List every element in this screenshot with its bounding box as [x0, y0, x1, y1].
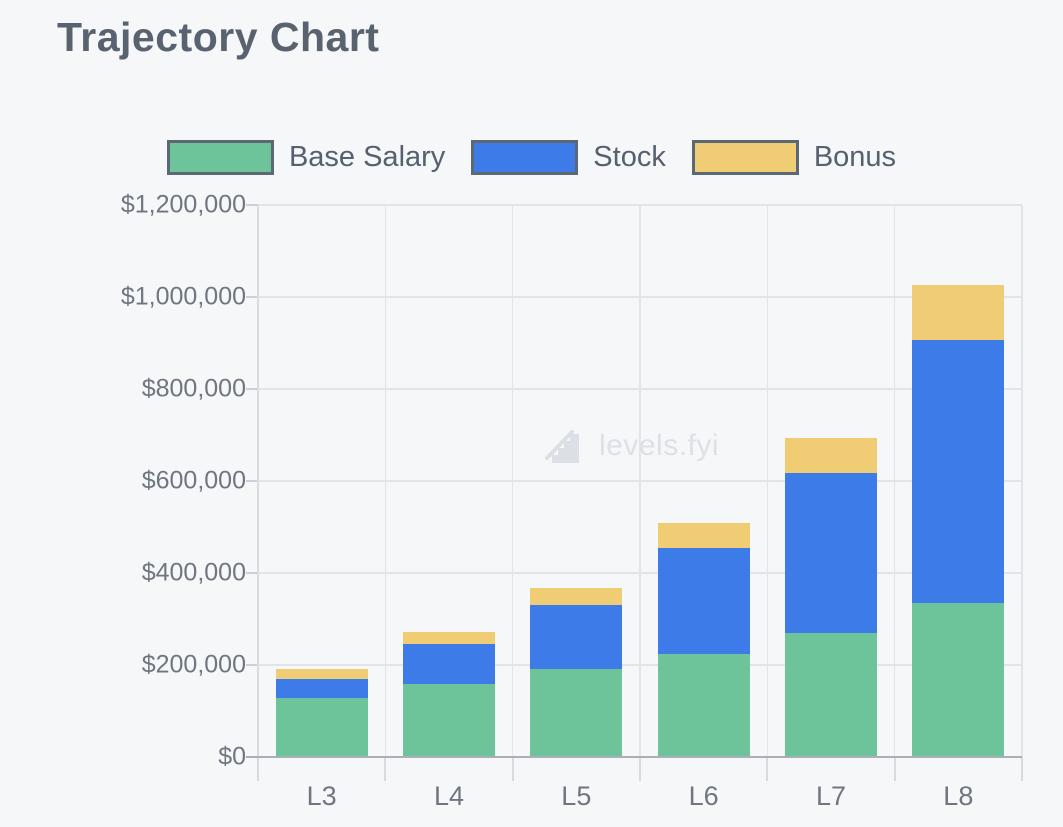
- gridline-v-1: [384, 205, 387, 757]
- x-axis-label-l5: L5: [561, 781, 592, 811]
- gridline-v-4: [766, 205, 769, 757]
- x-axis-label-l7: L7: [815, 781, 847, 811]
- gridline-v-3: [639, 205, 641, 757]
- y-tick-mark: [246, 204, 258, 206]
- legend-item-stock[interactable]: Stock: [471, 140, 666, 175]
- y-axis-label-800000: $800,000: [141, 374, 246, 403]
- x-tick-mark: [384, 757, 387, 781]
- legend-item-bonus[interactable]: Bonus: [691, 140, 897, 175]
- bar-l7: [785, 205, 877, 757]
- y-tick-mark: [246, 296, 258, 298]
- gridline-v-6: [1021, 205, 1023, 757]
- y-axis-label-200000: $200,000: [141, 650, 246, 679]
- gridline-v-5: [893, 205, 896, 757]
- bar-segment-stock-l5[interactable]: [530, 604, 623, 669]
- bar-segment-bonus-l4[interactable]: [403, 632, 495, 645]
- y-axis-label-600000: $600,000: [141, 466, 246, 495]
- x-tick-mark: [1021, 757, 1023, 781]
- x-tick-mark: [257, 757, 259, 781]
- bar-segment-stock-l4[interactable]: [403, 644, 495, 685]
- bar-segment-base-salary-l8[interactable]: [912, 603, 1005, 757]
- bar-segment-bonus-l7[interactable]: [785, 438, 877, 474]
- legend-swatch: [166, 140, 274, 175]
- chart-legend: Base Salary Stock Bonus: [0, 140, 1063, 175]
- bar-l4: [403, 205, 495, 757]
- x-axis-label-l6: L6: [688, 781, 719, 811]
- legend-swatch: [471, 140, 579, 175]
- x-tick-mark: [511, 757, 514, 781]
- bar-segment-base-salary-l7[interactable]: [785, 633, 877, 757]
- bar-l3: [275, 205, 368, 757]
- bar-segment-bonus-l6[interactable]: [657, 523, 750, 548]
- bar-l5: [530, 205, 623, 757]
- x-axis-label-l4: L4: [433, 781, 465, 811]
- y-axis-labels: $0 $200,000 $400,000 $600,000 $800,000 $1,000…: [0, 191, 246, 771]
- y-axis-line: [257, 205, 259, 757]
- gridline-v-2: [511, 205, 514, 757]
- legend-swatch: [691, 140, 799, 175]
- bar-segment-base-salary-l5[interactable]: [530, 668, 623, 757]
- page-title: Trajectory Chart: [57, 14, 380, 60]
- x-axis-baseline: [246, 756, 1022, 758]
- y-axis-label-400000: $400,000: [141, 558, 246, 587]
- x-tick-mark: [766, 757, 769, 781]
- bar-l6: [657, 205, 750, 757]
- legend-label: Stock: [593, 141, 666, 173]
- bar-segment-base-salary-l3[interactable]: [275, 698, 368, 757]
- bar-segment-stock-l3[interactable]: [275, 679, 368, 699]
- y-tick-mark: [246, 480, 258, 482]
- legend-label: Bonus: [813, 141, 897, 173]
- y-tick-mark: [246, 664, 258, 666]
- y-axis-label-0: $0: [218, 742, 246, 771]
- bar-segment-bonus-l5[interactable]: [530, 588, 623, 605]
- bar-segment-stock-l6[interactable]: [657, 547, 750, 654]
- y-axis-label-1000000: $1,000,000: [120, 282, 246, 311]
- x-axis-label-l3: L3: [306, 781, 337, 811]
- x-axis-label-l8: L8: [943, 781, 974, 811]
- bar-segment-stock-l8[interactable]: [912, 340, 1005, 604]
- x-axis-labels: L3 L4 L5 L6 L7 L8: [258, 781, 1022, 817]
- legend-item-base-salary[interactable]: Base Salary: [166, 140, 446, 175]
- levels-fyi-watermark-text: levels.fyi: [599, 429, 720, 462]
- bar-segment-bonus-l8[interactable]: [912, 285, 1005, 341]
- y-tick-mark: [246, 388, 258, 390]
- levels-fyi-watermark: levels.fyi: [544, 425, 719, 467]
- levels-fyi-stairs-icon: [545, 430, 579, 463]
- y-axis-label-1200000: $1,200,000: [120, 190, 246, 219]
- x-tick-mark: [893, 757, 896, 781]
- bar-segment-bonus-l3[interactable]: [275, 669, 368, 680]
- plot-area: levels.fyi: [246, 204, 1023, 781]
- bar-segment-base-salary-l6[interactable]: [657, 653, 750, 757]
- x-tick-mark: [639, 757, 641, 781]
- y-tick-mark: [246, 572, 258, 574]
- bar-segment-base-salary-l4[interactable]: [403, 684, 495, 757]
- legend-label: Base Salary: [288, 141, 446, 173]
- bar-l8: [912, 205, 1005, 757]
- bar-segment-stock-l7[interactable]: [785, 473, 877, 634]
